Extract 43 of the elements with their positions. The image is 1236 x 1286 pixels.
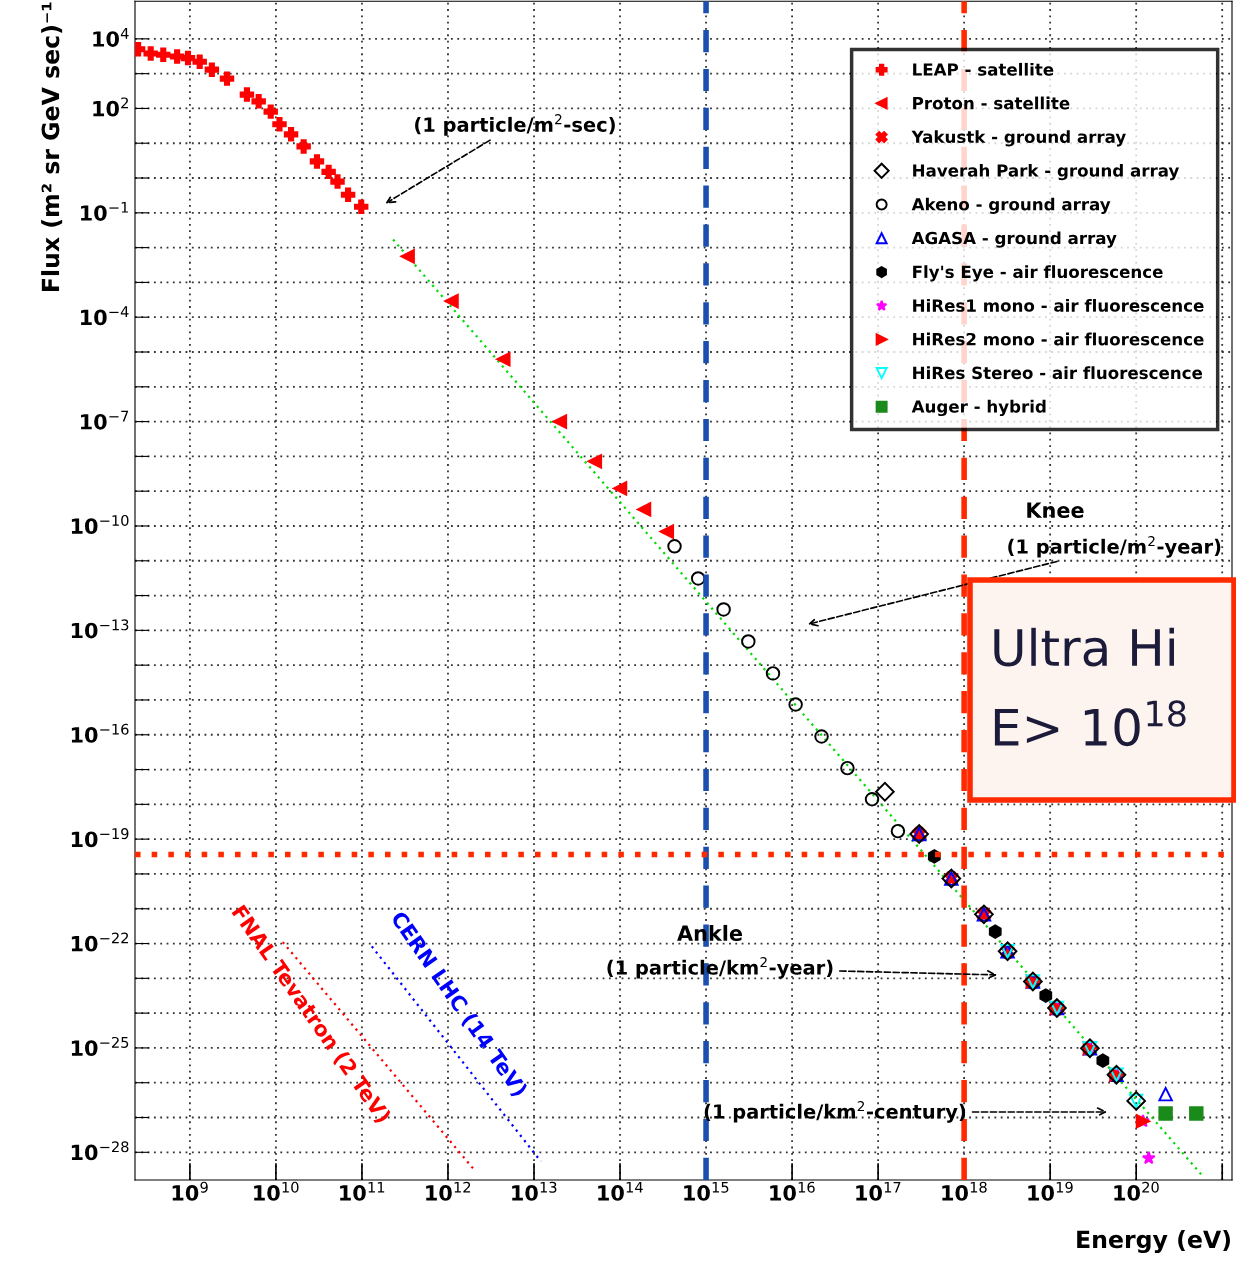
x-tick-label: 10$^{13}$	[512, 1181, 557, 1201]
legend-label: Yakustk - ground array	[911, 130, 1126, 147]
annotation: Knee	[1027, 502, 1084, 519]
annotation: (1 particle/m$^{2}$-sec)	[415, 114, 615, 136]
legend-label: LEAP - satellite	[913, 62, 1054, 76]
x-tick-label: 10$^{17}$	[856, 1181, 901, 1201]
y-tick-label: 10$^{−28}$	[71, 1141, 129, 1161]
x-tick-label: 10$^{12}$	[426, 1181, 471, 1201]
legend-label: Akeno - ground array	[911, 197, 1111, 214]
legend-label: Haverah Park - ground array	[913, 163, 1180, 181]
annotation: (1 particle/km$^{2}$-century)	[704, 1101, 966, 1123]
y-tick-label: 10$^{−25}$	[71, 1036, 129, 1056]
y-tick-label: 10$^{−4}$	[81, 306, 129, 326]
legend-label: AGASA - ground array	[911, 231, 1117, 248]
y-tick-label: 10$^{−1}$	[81, 201, 129, 221]
y-tick-label: 10$^{−19}$	[71, 828, 129, 848]
annotation: E> 10$^{18}$	[994, 700, 1186, 747]
legend-label: Auger - hybrid	[911, 399, 1046, 417]
x-tick-label: 10$^{10}$	[254, 1181, 299, 1201]
x-tick-label: 10$^{19}$	[1028, 1181, 1073, 1201]
x-tick-label: 10$^{15}$	[684, 1181, 729, 1201]
legend-label: HiRes Stereo - air fluorescence	[913, 366, 1203, 380]
x-tick-label: 10$^{20}$	[1114, 1181, 1159, 1201]
x-tick-label: 10$^{16}$	[770, 1181, 815, 1201]
y-tick-label: 10$^{−16}$	[71, 723, 129, 743]
y-axis-title: Flux (m² sr GeV sec)⁻¹	[41, 2, 63, 292]
x-tick-label: 10$^{11}$	[340, 1181, 385, 1201]
y-tick-label: 10$^{−13}$	[71, 619, 129, 639]
y-tick-label: 10$^{−10}$	[71, 514, 129, 535]
legend-label: HiRes1 mono - air fluorescence	[913, 298, 1204, 312]
x-tick-label: 10$^{18}$	[942, 1181, 987, 1201]
y-tick-label: 10$^{−7}$	[81, 410, 129, 430]
x-tick-label: 10$^{9}$	[172, 1181, 208, 1201]
legend-label: Fly's Eye - air fluorescence	[913, 265, 1163, 282]
annotation: Ultra Hi	[994, 627, 1174, 667]
legend-label: Proton - satellite	[913, 96, 1070, 110]
x-tick-label: 10$^{14}$	[598, 1181, 643, 1201]
y-tick-label: 10$^{−22}$	[71, 932, 129, 952]
legend-label: HiRes2 mono - air fluorescence	[913, 332, 1204, 346]
annotation: (1 particle/m$^{2}$-year)	[1008, 536, 1221, 558]
x-axis-title: Energy (eV)	[1077, 1230, 1230, 1254]
y-tick-label: 10$^{2}$	[93, 97, 128, 117]
y-tick-label: 10$^{4}$	[93, 28, 129, 47]
